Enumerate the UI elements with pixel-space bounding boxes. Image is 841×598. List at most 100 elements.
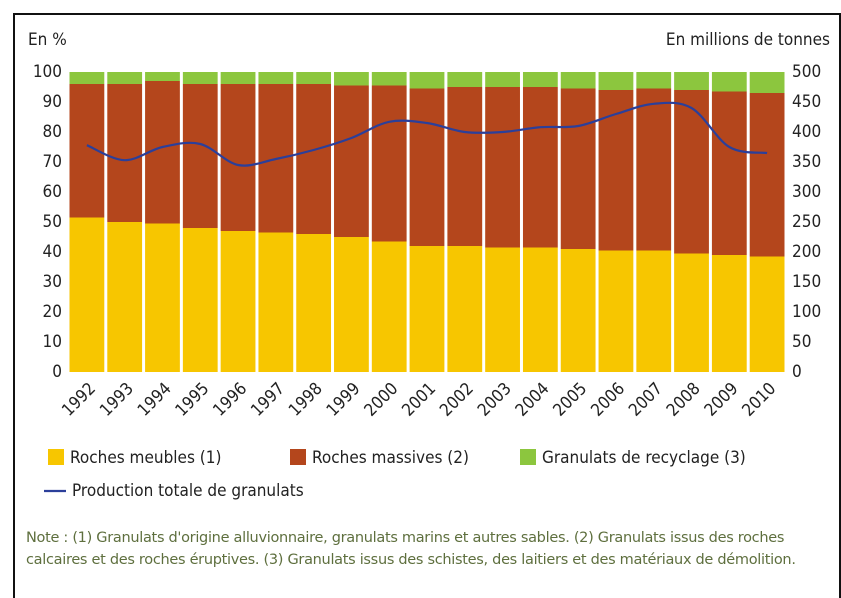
bar-segment [447,87,483,246]
bar-segment [182,228,218,372]
y-tick-label: 20 [43,302,62,322]
bar-segment [69,217,105,372]
bar-segment [107,84,143,222]
x-tick-label: 2008 [663,379,705,421]
bar-segment [711,255,747,372]
legend-swatch [290,449,306,465]
x-tick-label: 2007 [625,379,667,421]
y-tick-label: 100 [33,62,62,82]
bar-segment [296,84,332,234]
bar-segment [485,72,520,87]
y-tick-label: 60 [43,182,62,202]
bar-segment [371,72,407,86]
x-tick-label: 1995 [172,379,214,421]
y-tick-label: 10 [43,332,62,352]
bar-segment [409,72,445,89]
y-tick-label: 50 [43,212,62,232]
y-axis-label: En % [28,30,67,50]
bar-segment [220,231,256,372]
x-tick-label: 2002 [436,379,478,421]
y2-tick-label: 300 [792,182,821,202]
x-tick-label: 1992 [58,379,100,421]
y2-tick-label: 150 [792,272,821,292]
bar-segment [674,253,709,372]
bar-segment [145,72,180,81]
bar-segment [182,84,218,228]
bar-segment [636,88,672,251]
legend-label: Granulats de recyclage (3) [542,448,746,468]
legend-swatch [48,449,64,465]
y-tick-label: 90 [43,92,62,112]
bar-segment [145,223,180,372]
bar-segment [560,88,596,249]
legend-label: Production totale de granulats [72,481,304,501]
bar-segment [371,241,407,372]
bar-segment [182,72,218,84]
x-tick-label: 2000 [361,379,403,421]
x-tick-label: 2010 [739,379,781,421]
bar-segment [674,90,709,254]
bar-segment [711,72,747,92]
bar-segment [485,87,520,248]
bar-segment [334,237,369,372]
x-tick-label: 2005 [550,379,592,421]
bar-segment [522,87,558,248]
x-tick-label: 2001 [398,379,440,421]
bar-segment [409,246,445,372]
y2-tick-label: 200 [792,242,821,262]
bar-segment [522,247,558,372]
bar-segment [107,222,143,372]
y2-tick-label: 450 [792,92,821,112]
legend-swatch [520,449,536,465]
y-tick-label: 40 [43,242,62,262]
y-tick-label: 80 [43,122,62,142]
bar-segment [749,256,785,372]
note: Note : (1) Granulats d'origine alluvionn… [26,530,796,568]
bar-segment [711,91,747,255]
x-tick-label: 1999 [323,379,365,421]
y-tick-label: 70 [43,152,62,172]
y2-tick-label: 400 [792,122,821,142]
y2-axis-label: En millions de tonnes [666,30,830,50]
legend-label: Roches meubles (1) [70,448,221,468]
y2-tick-label: 250 [792,212,821,232]
bar-segment [334,72,369,86]
bar-segment [749,72,785,93]
bar-segment [334,85,369,237]
bar-segment [258,232,294,372]
x-tick-label: 1996 [209,379,251,421]
bar-segment [560,72,596,89]
bar-segment [485,247,520,372]
bar-segment [296,72,332,84]
bar-segment [220,72,256,84]
bar-segment [522,72,558,87]
y2-tick-label: 50 [792,332,811,352]
bar-segment [598,250,634,372]
legend-label: Roches massives (2) [312,448,469,468]
x-tick-label: 1994 [134,379,176,421]
y-tick-label: 0 [52,362,62,382]
x-tick-label: 2004 [512,379,554,421]
bar-segment [447,72,483,87]
x-tick-label: 2003 [474,379,516,421]
x-tick-label: 2006 [587,379,629,421]
y2-tick-label: 350 [792,152,821,172]
x-tick-label: 1998 [285,379,327,421]
x-tick-label: 2009 [701,379,743,421]
bar-segment [69,72,105,84]
bar-segment [296,234,332,372]
frame [13,13,841,598]
bar-segment [674,72,709,90]
bar-segment [560,249,596,372]
line [86,101,768,167]
bar-segment [107,72,143,84]
bar-segment [371,85,407,242]
x-tick-label: 1993 [96,379,138,421]
bar-segment [636,250,672,372]
y2-tick-label: 0 [792,362,802,382]
bar-segment [636,72,672,89]
y2-tick-label: 100 [792,302,821,322]
bar-segment [447,246,483,372]
